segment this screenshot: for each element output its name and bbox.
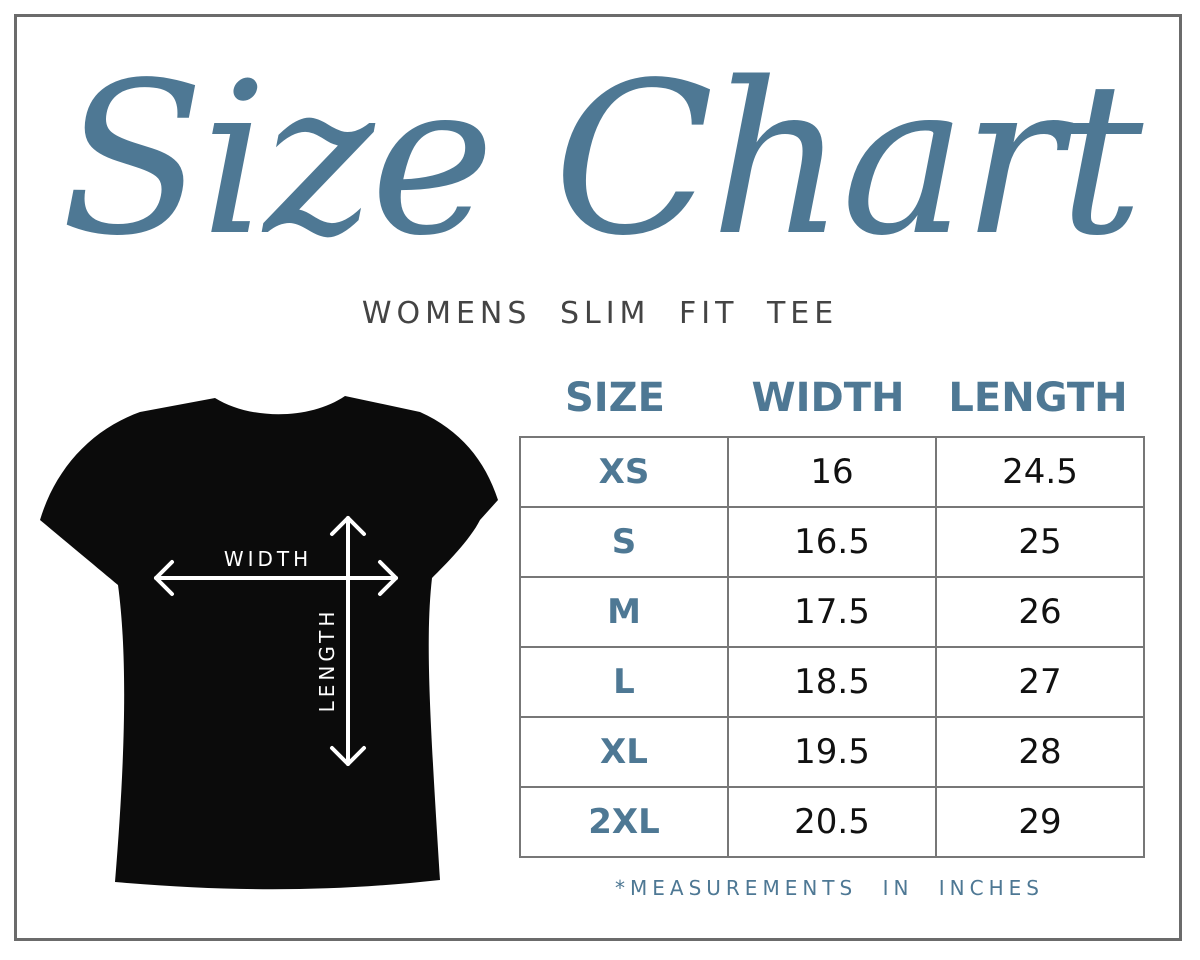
length-cell: 28 [935,716,1145,788]
width-cell: 16.5 [727,506,937,578]
length-cell: 29 [935,786,1145,858]
size-cell: M [519,576,729,648]
size-cell: 2XL [519,786,729,858]
table-row: S 16.5 25 [519,506,1145,578]
width-cell: 17.5 [727,576,937,648]
frame-border [14,14,1182,941]
size-cell: XS [519,436,729,508]
table-row: L 18.5 27 [519,646,1145,718]
size-cell: S [519,506,729,578]
header-size: SIZE [564,375,666,421]
width-cell: 16 [727,436,937,508]
length-cell: 26 [935,576,1145,648]
length-cell: 24.5 [935,436,1145,508]
width-cell: 20.5 [727,786,937,858]
table-row: 2XL 20.5 29 [519,786,1145,858]
table-row: M 17.5 26 [519,576,1145,648]
width-cell: 18.5 [727,646,937,718]
header-length: LENGTH [948,375,1128,421]
measurement-note: *MEASUREMENTS IN INCHES [615,876,1044,900]
table-row: XL 19.5 28 [519,716,1145,788]
header-width: WIDTH [751,375,905,421]
length-label: LENGTH [315,608,339,713]
page-title: Size Chart [60,37,1144,282]
size-cell: XL [519,716,729,788]
subtitle: WOMENS SLIM FIT TEE [361,296,839,331]
width-cell: 19.5 [727,716,937,788]
length-cell: 25 [935,506,1145,578]
table-row: XS 16 24.5 [519,436,1145,508]
length-cell: 27 [935,646,1145,718]
tshirt-shape [40,396,498,890]
size-cell: L [519,646,729,718]
width-label: WIDTH [224,547,312,571]
size-table: XS 16 24.5 S 16.5 25 M 17.5 26 L 18.5 27 XL 19.5 28 2XL… [519,436,1145,858]
